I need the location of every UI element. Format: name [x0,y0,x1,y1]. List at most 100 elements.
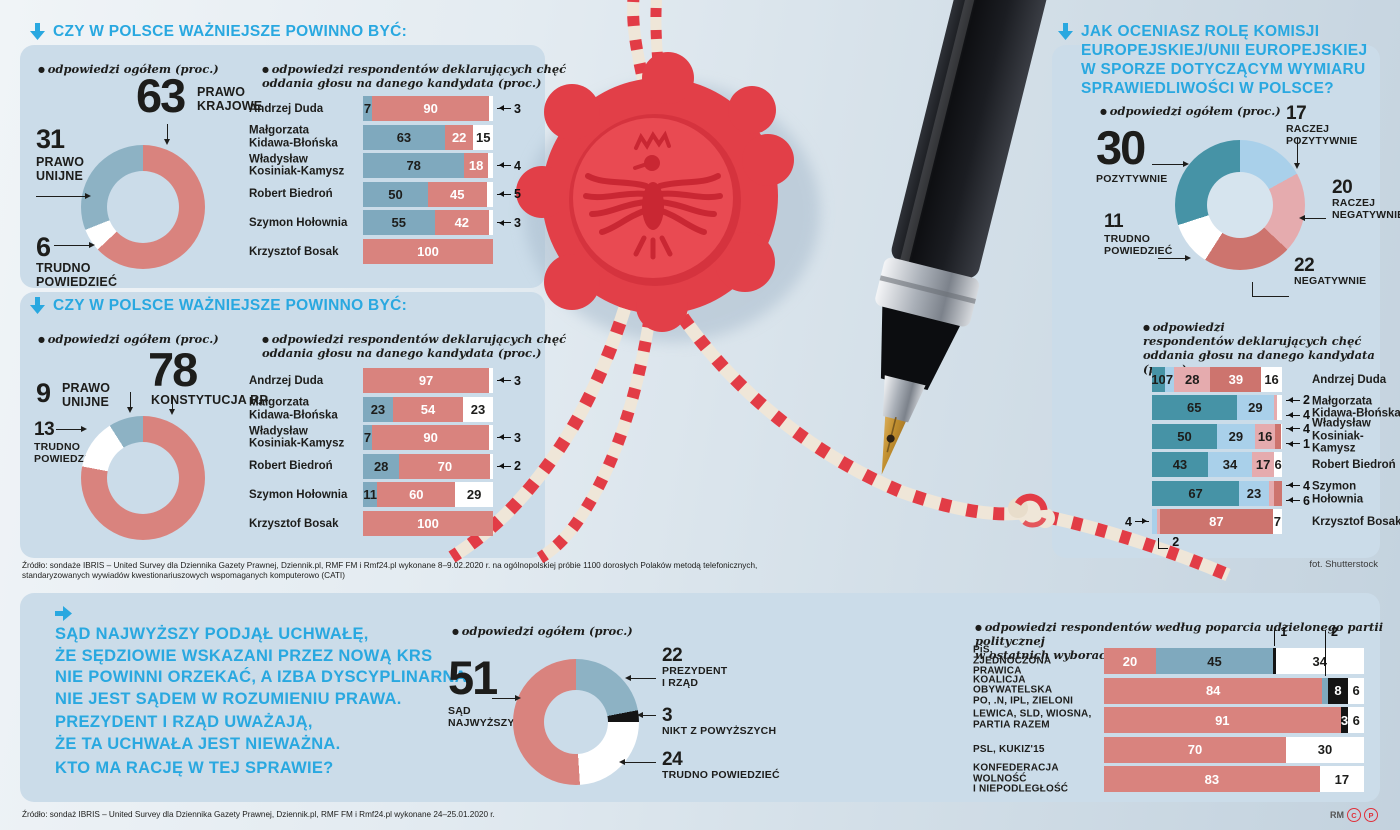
bar-row: Małgorzata Kidawa-Błońska 63 22 15 [249,124,493,150]
source-note-top: Źródło: sondaże IBRIS – United Survey dl… [22,561,758,580]
down-arrow-icon [30,23,45,40]
bar-row: Andrzej Duda 7 90 3 [249,96,521,121]
bar-segment: 7 [1272,509,1282,534]
bar-segment: 23 [363,396,393,422]
bar-row-label: Władysław Kosiniak-Kamysz [1312,417,1371,455]
bar-segment: 78 [363,153,465,179]
bar-row: Władysław Kosiniak-Kamysz 50 29 16 4 1 [1152,418,1371,455]
court-connector-sad [492,694,521,701]
bar-callouts: 3 [497,96,521,121]
bar-row-label: Robert Biedroń [249,188,333,201]
bar-segment: 42 [434,210,490,236]
section-law1-title: CZY W POLSCE WAŻNIEJSZE POWINNO BYĆ: [30,22,510,41]
court-connector-nikt [637,711,656,718]
eu-value-trudno: 11 [1104,211,1124,232]
bar-segment: 7 [363,96,373,121]
court-connector-prezydent [625,674,656,681]
bar-segment: 6 [1348,677,1364,704]
eu-overall-note: odpowiedzi ogółem (proc.) [1100,104,1281,118]
bar-segment: 67 [1152,480,1240,506]
bar-row-label: Władysław Kosiniak-Kamysz [249,425,345,450]
court-value-nikt: 3 [662,705,673,726]
court-overall-note: odpowiedzi ogółem (proc.) [452,624,633,638]
bar-segment [486,181,493,207]
eu-connector-raczej-negatywnie [1299,214,1326,221]
bar-segment: 100 [363,239,493,264]
section-law2-title: CZY W POLSCE WAŻNIEJSZE POWINNO BYĆ: [30,296,510,315]
bar-segment: 45 [428,181,487,207]
bar-segment: 28 [363,453,400,479]
bar-segment: 8 [1327,677,1349,704]
bar-row-label: KOALICJA OBYWATELSKA PO, .N, IPL, ZIELON… [973,673,1074,706]
bar-row: Władysław Kosiniak-Kamysz 7 90 3 [249,425,521,451]
eu-connector-trudno [1158,254,1191,261]
section-eu-title: JAK OCENIASZ ROLĘ KOMISJI EUROPEJSKIEJ/U… [1058,22,1378,98]
seal-string-top [627,0,667,97]
law1-connector-trudno [54,241,95,248]
bar-segment [1280,423,1282,449]
fountain-pen [875,0,1063,475]
bar-row-label: Szymon Hołownia [249,216,348,229]
bar-segment: 3 [1340,707,1349,733]
bar-segment: 30 [1286,736,1364,763]
eu-label-negatywnie: NEGATYWNIE [1294,275,1367,287]
bar-segment: 34 [1207,452,1253,478]
bar-row-label: KONFEDERACJA WOLNOŚĆ I NIEPODLEGŁOŚĆ [973,762,1069,795]
bar-row: PiS, ZJEDNOCZONA PRAWICA 1 20 45 34 [973,625,1364,676]
wax-seal [516,52,794,332]
bar-row: Robert Biedroń 28 70 2 [249,453,521,479]
bar-segment: 90 [372,96,490,121]
court-donut-chart [513,659,639,785]
bar-segment: 15 [473,124,493,150]
bar-callout: 2 [1158,535,1179,549]
bar-segment: 29 [455,482,493,508]
law1-value-krajowe: 63 [136,69,186,122]
bar-segment [489,210,493,236]
bar-row-label: Andrzej Duda [1312,373,1387,386]
law2-value-konstytucja: 78 [148,343,198,396]
bar-segment [1274,480,1282,506]
eu-label-trudno: TRUDNO POWIEDZIEĆ [1104,233,1173,257]
bar-segment [489,96,493,121]
law1-value-unijne: 31 [36,124,65,154]
bar-segment [1275,423,1281,449]
bar-row: Szymon Hołownia 67 23 4 6 [1152,479,1363,508]
law2-respondents-note: odpowiedzi respondentów deklarujących ch… [262,332,566,360]
bar-row-label: Małgorzata Kidawa-Błońska [249,396,338,422]
bar-row-label: LEWICA, SLD, WIOSNA, PARTIA RAZEM [973,708,1092,730]
court-statement-2: PREZYDENT I RZĄD UWAŻAJĄ, ŻE TA UCHWAŁA … [55,713,341,753]
law1-bar-chart: Andrzej Duda 7 90 3 Małgorzata Kidawa-Błońsk… [249,96,521,268]
law2-bar-chart: Andrzej Duda 97 3 Małgorzata Kidawa-Błońska… [249,368,521,540]
bar-segment: 83 [1104,766,1320,792]
law1-donut-chart [81,145,205,269]
seal-shadow [524,82,820,342]
bar-segment: 20 [1104,648,1156,674]
bar-segment: 60 [377,482,456,508]
bar-row-label: Władysław Kosiniak-Kamysz [249,153,345,178]
bar-row: KOALICJA OBYWATELSKA PO, .N, IPL, ZIELON… [973,625,1364,705]
bar-segment: 63 [363,124,445,150]
bar-row: Andrzej Duda 97 3 [249,368,521,393]
bar-row: Małgorzata Kidawa-Błońska 65 29 2 4 [1152,393,1400,422]
eagle-emblem [583,130,723,260]
bar-segment: 16 [1261,367,1282,392]
bar-segment [1273,648,1276,674]
bar-segment [1268,480,1275,506]
bar-segment: 43 [1152,452,1208,478]
bar-callouts: 3 [497,425,521,450]
eu-connector-raczej-pozytywnie [1293,138,1300,169]
court-label-sad: SĄD NAJWYŻSZY [448,705,515,729]
bar-row-label: Robert Biedroń [1312,458,1396,471]
court-question: KTO MA RACJĘ W TEJ SPRAWIE? [55,759,334,777]
law1-label-unijne: PRAWO UNIJNE [36,155,85,183]
source-note-bottom: Źródło: sondaż IBRIS – United Survey dla… [22,810,495,819]
bar-segment: 50 [1152,423,1217,449]
bar-row: Andrzej Duda 10 7 28 39 16 [1151,367,1386,392]
bar-row-label: Małgorzata Kidawa-Błońska [1312,395,1400,420]
bar-segment: 45 [1156,648,1273,674]
bar-row-label: Szymon Hołownia [1312,480,1364,506]
bar-segment: 54 [392,396,464,422]
eu-connector-negatywnie [1252,282,1289,297]
